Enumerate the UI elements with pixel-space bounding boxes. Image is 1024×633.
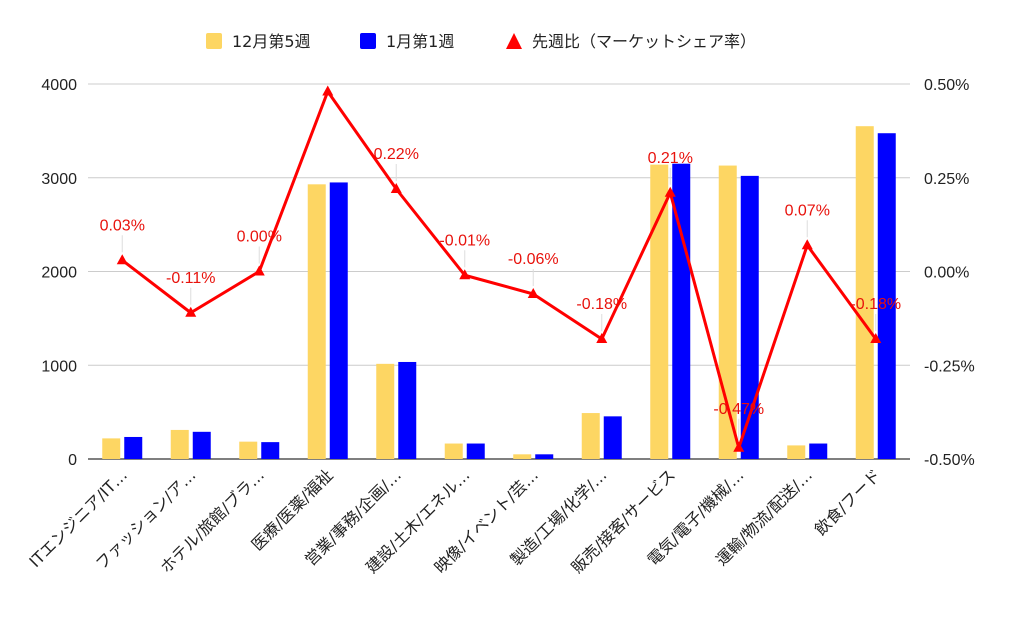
legend-label: 先週比（マーケットシェア率） <box>532 32 756 51</box>
data-label: 0.00% <box>237 229 282 246</box>
share-change-line <box>121 90 877 450</box>
bar-dec-week5 <box>650 164 669 459</box>
bar-jan-week1 <box>809 443 828 459</box>
triangle-marker <box>801 239 813 250</box>
triangle-marker <box>185 306 197 317</box>
bar-dec-week5 <box>102 438 121 459</box>
triangle-marker <box>253 265 265 276</box>
bar-dec-week5 <box>239 441 258 459</box>
bar-series <box>102 126 896 459</box>
category-labels: ITエンジニア/IT…ファッション/ア…ホテル/旅館/ブラ…医療/医薬/福祉営業… <box>25 465 884 577</box>
data-label: -0.06% <box>508 251 559 268</box>
right-tick-label: 0.25% <box>924 171 969 188</box>
bar-dec-week5 <box>787 445 806 459</box>
legend-label: 12月第5週 <box>232 32 311 51</box>
data-label: -0.01% <box>439 232 490 249</box>
bar-jan-week1 <box>672 163 691 459</box>
data-label: -0.18% <box>850 296 901 313</box>
left-axis-ticks: 0 1000 2000 3000 4000 <box>41 77 77 469</box>
bar-jan-week1 <box>740 175 759 459</box>
bar-dec-week5 <box>855 126 874 459</box>
line-series <box>116 85 882 452</box>
right-tick-label: -0.50% <box>924 452 975 469</box>
legend-triangle-icon <box>506 33 522 49</box>
legend: 12月第5週 1月第1週 先週比（マーケットシェア率） <box>206 32 756 51</box>
bar-dec-week5 <box>581 413 600 459</box>
right-tick-label: 0.00% <box>924 265 969 282</box>
data-labels: 0.03% -0.11% 0.00% 0.22% -0.01% -0.06% -0.18% 0… <box>100 146 901 440</box>
bar-dec-week5 <box>307 184 326 459</box>
left-tick-label: 0 <box>68 452 77 469</box>
data-label: 0.03% <box>100 217 145 234</box>
data-label: -0.47% <box>713 401 764 418</box>
legend-label: 1月第1週 <box>386 32 454 51</box>
left-tick-label: 3000 <box>41 171 77 188</box>
category-label: 飲食/フード <box>811 465 885 539</box>
legend-swatch <box>206 33 222 49</box>
right-tick-label: -0.25% <box>924 358 975 375</box>
data-label: -0.18% <box>576 296 627 313</box>
data-label: 0.21% <box>648 150 693 167</box>
bar-jan-week1 <box>877 133 896 459</box>
left-tick-label: 1000 <box>41 358 77 375</box>
data-label: 0.07% <box>785 202 830 219</box>
triangle-marker <box>390 183 402 193</box>
data-label: 0.22% <box>374 146 419 163</box>
bar-jan-week1 <box>603 416 622 459</box>
bar-jan-week1 <box>398 361 417 459</box>
bar-dec-week5 <box>444 443 463 459</box>
triangle-marker <box>116 254 128 265</box>
triangle-marker <box>664 186 676 197</box>
data-label: -0.11% <box>166 270 216 287</box>
triangle-marker <box>527 288 539 298</box>
bar-dec-week5 <box>513 454 532 459</box>
bar-jan-week1 <box>192 431 211 459</box>
triangle-marker <box>870 333 882 343</box>
right-axis-ticks: -0.50% -0.25% 0.00% 0.25% 0.50% <box>924 77 975 469</box>
bar-jan-week1 <box>535 454 554 459</box>
legend-swatch <box>360 33 376 49</box>
bar-jan-week1 <box>124 436 143 459</box>
gridlines <box>88 83 910 460</box>
triangle-marker <box>322 85 334 96</box>
triangle-marker <box>459 269 471 280</box>
bar-jan-week1 <box>466 443 485 459</box>
bar-dec-week5 <box>170 429 189 459</box>
bar-jan-week1 <box>261 442 280 459</box>
triangle-marker <box>733 441 745 452</box>
triangle-marker <box>596 333 608 343</box>
left-tick-label: 2000 <box>41 265 77 282</box>
right-tick-label: 0.50% <box>924 77 969 94</box>
bar-dec-week5 <box>376 363 395 459</box>
left-tick-label: 4000 <box>41 77 77 94</box>
bar-jan-week1 <box>329 182 348 459</box>
